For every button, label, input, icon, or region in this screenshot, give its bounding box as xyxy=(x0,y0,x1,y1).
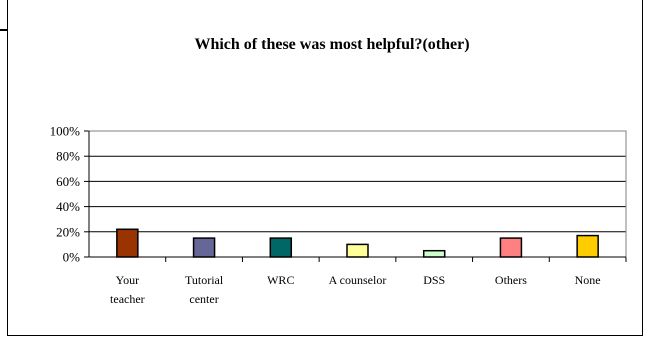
y-tick-label-4: 80% xyxy=(56,149,80,164)
chart-bars xyxy=(116,228,599,258)
bar-1 xyxy=(192,237,216,258)
x-label-4-0: DSS xyxy=(423,273,445,287)
chart-frame xyxy=(7,0,643,336)
bar-2 xyxy=(269,237,293,258)
x-label-3-0: A counselor xyxy=(329,273,387,287)
y-tick-label-0: 0% xyxy=(63,250,81,265)
bar-4 xyxy=(422,249,446,258)
y-tick-label-1: 20% xyxy=(56,224,80,239)
y-axis-ticks: 0% 20% 40% 60% 80% 100% xyxy=(50,124,89,265)
chart-gridlines xyxy=(89,130,626,233)
plot-area-border xyxy=(88,130,627,258)
x-label-1-0: Tutorial xyxy=(185,273,224,287)
x-label-6-0: None xyxy=(575,273,601,287)
y-tick-label-5: 100% xyxy=(50,124,81,139)
chart-axes xyxy=(88,130,627,258)
x-label-5-0: Others xyxy=(495,273,527,287)
frame-corner-mark xyxy=(0,29,7,31)
x-label-0-0: Your xyxy=(116,273,139,287)
chart-title: Which of these was most helpful?(other) xyxy=(194,36,469,53)
x-label-0-1: teacher xyxy=(110,292,145,306)
bar-6 xyxy=(576,234,599,258)
y-tick-label-2: 40% xyxy=(56,199,80,214)
x-label-2-0: WRC xyxy=(267,273,294,287)
y-tick-label-3: 60% xyxy=(56,174,80,189)
bar-3 xyxy=(346,243,369,258)
bar-0 xyxy=(116,228,139,258)
bar-5 xyxy=(499,237,523,258)
x-label-1-1: center xyxy=(189,292,218,306)
x-axis-labels: Your teacher Tutorial center WRC A counselor D… xyxy=(110,257,627,306)
